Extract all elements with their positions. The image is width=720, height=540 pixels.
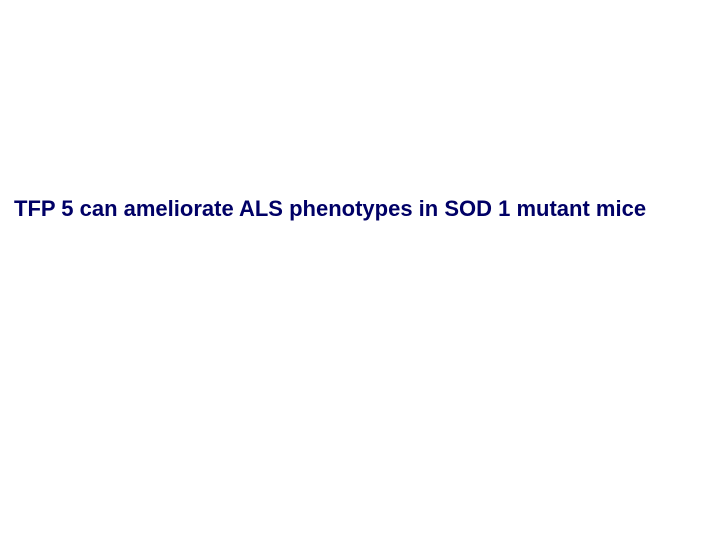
slide-title: TFP 5 can ameliorate ALS phenotypes in S… xyxy=(14,196,646,222)
slide: TFP 5 can ameliorate ALS phenotypes in S… xyxy=(0,0,720,540)
